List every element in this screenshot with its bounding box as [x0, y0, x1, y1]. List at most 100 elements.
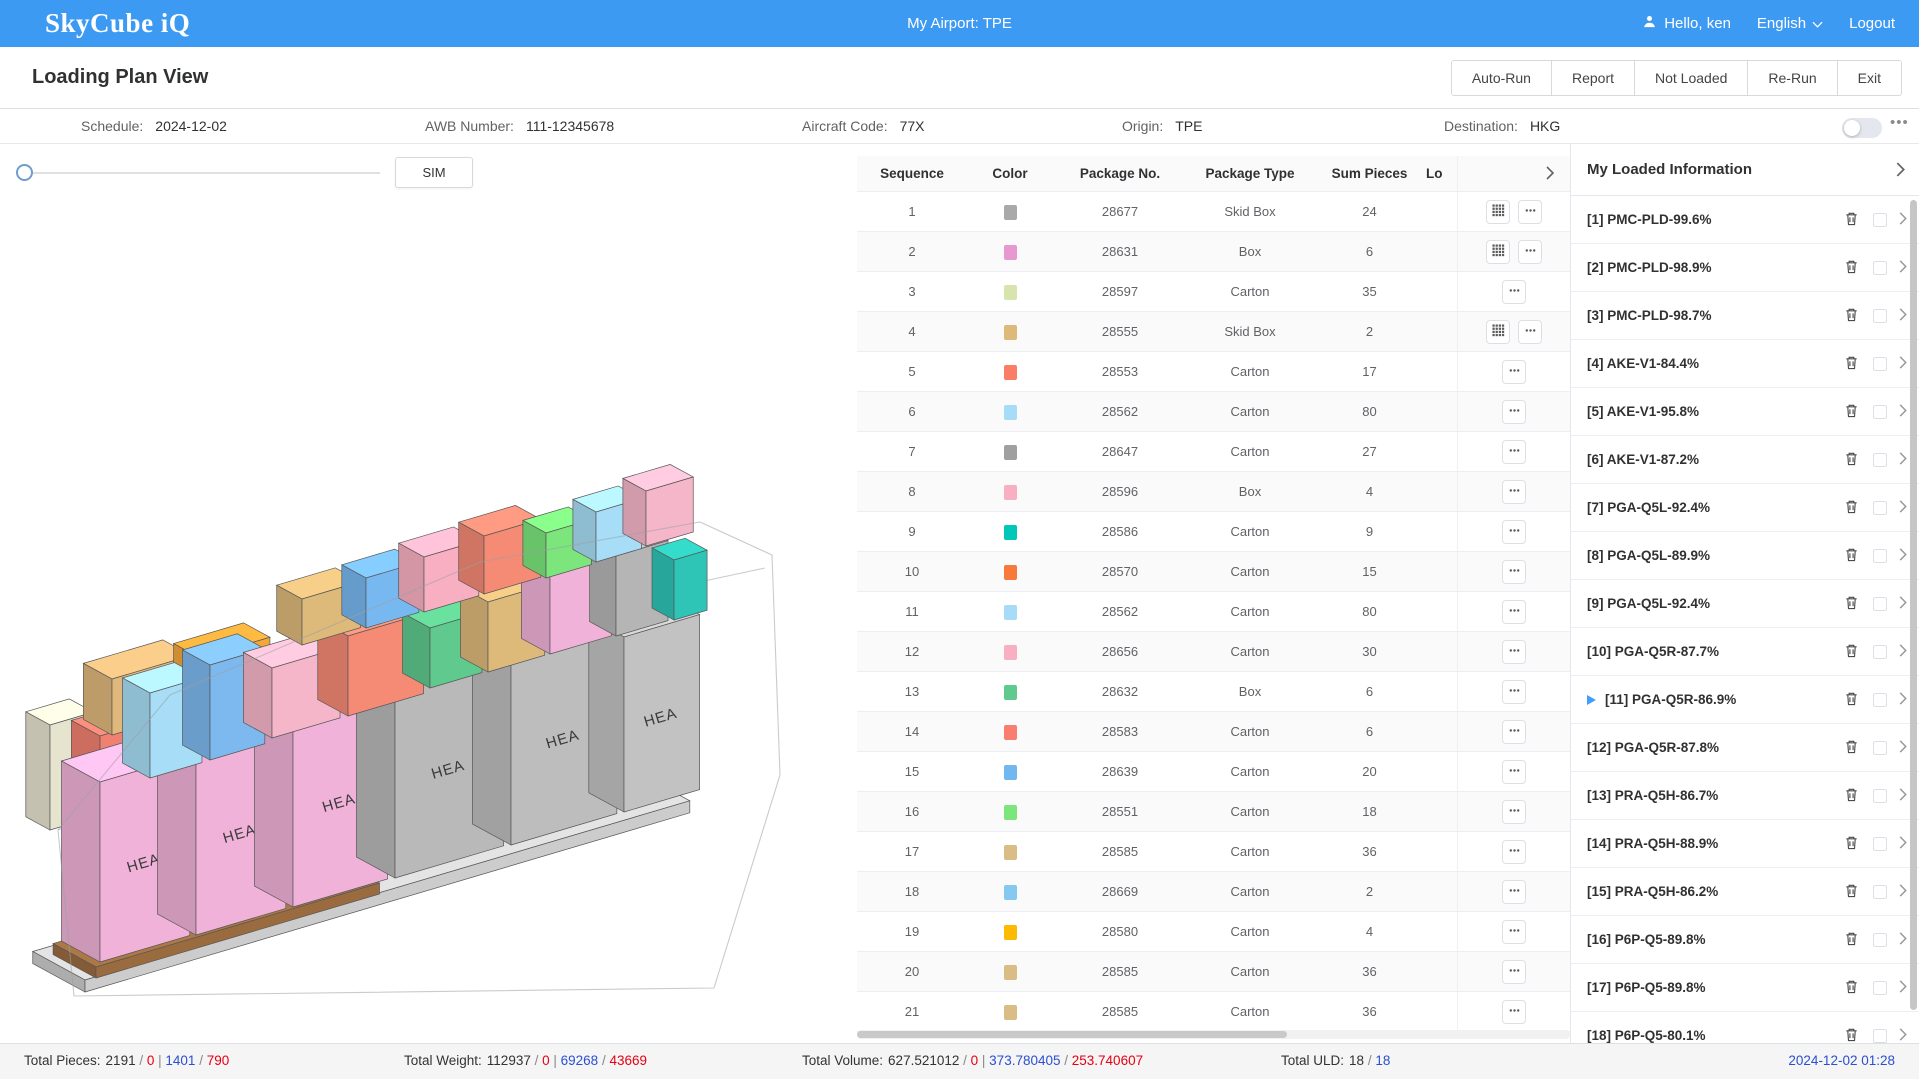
uld-checkbox[interactable]: [1873, 1028, 1887, 1043]
uld-checkbox[interactable]: [1873, 500, 1887, 515]
exit-button[interactable]: Exit: [1836, 60, 1901, 95]
more-options-icon[interactable]: •••: [1890, 114, 1909, 131]
logout-button[interactable]: Logout: [1849, 15, 1895, 32]
layout-grid-button[interactable]: [1486, 319, 1510, 344]
uld-checkbox[interactable]: [1873, 260, 1887, 275]
table-row[interactable]: 16 28551 Carton 18: [857, 792, 1570, 832]
row-more-button[interactable]: [1502, 879, 1526, 904]
delete-uld-button[interactable]: [1844, 691, 1859, 709]
table-row[interactable]: 9 28586 Carton 9: [857, 512, 1570, 552]
uld-detail-button[interactable]: [1899, 547, 1907, 564]
uld-item[interactable]: [14] PRA-Q5H-88.9%: [1571, 820, 1919, 868]
row-more-button[interactable]: [1502, 759, 1526, 784]
delete-uld-button[interactable]: [1844, 451, 1859, 469]
auto-run-button[interactable]: Auto-Run: [1451, 60, 1551, 95]
table-row[interactable]: 19 28580 Carton 4: [857, 912, 1570, 952]
row-more-button[interactable]: [1518, 239, 1542, 264]
uld-item[interactable]: [13] PRA-Q5H-86.7%: [1571, 772, 1919, 820]
uld-item[interactable]: [8] PGA-Q5L-89.9%: [1571, 532, 1919, 580]
uld-item[interactable]: [9] PGA-Q5L-92.4%: [1571, 580, 1919, 628]
layout-grid-button[interactable]: [1486, 239, 1510, 264]
table-row[interactable]: 11 28562 Carton 80: [857, 592, 1570, 632]
uld-detail-button[interactable]: [1899, 835, 1907, 852]
table-row[interactable]: 4 28555 Skid Box 2: [857, 312, 1570, 352]
sim-slider-handle[interactable]: [16, 164, 33, 181]
uld-item[interactable]: [6] AKE-V1-87.2%: [1571, 436, 1919, 484]
delete-uld-button[interactable]: [1844, 547, 1859, 565]
uld-detail-button[interactable]: [1899, 931, 1907, 948]
uld-detail-button[interactable]: [1899, 499, 1907, 516]
uld-detail-button[interactable]: [1899, 259, 1907, 276]
delete-uld-button[interactable]: [1844, 259, 1859, 277]
delete-uld-button[interactable]: [1844, 307, 1859, 325]
uld-item[interactable]: [3] PMC-PLD-98.7%: [1571, 292, 1919, 340]
uld-detail-button[interactable]: [1899, 595, 1907, 612]
uld-checkbox[interactable]: [1873, 356, 1887, 371]
delete-uld-button[interactable]: [1844, 211, 1859, 229]
row-more-button[interactable]: [1502, 359, 1526, 384]
uld-item[interactable]: [4] AKE-V1-84.4%: [1571, 340, 1919, 388]
table-row[interactable]: 10 28570 Carton 15: [857, 552, 1570, 592]
table-row[interactable]: 6 28562 Carton 80: [857, 392, 1570, 432]
report-button[interactable]: Report: [1550, 60, 1634, 95]
uld-detail-button[interactable]: [1899, 787, 1907, 804]
row-more-button[interactable]: [1502, 399, 1526, 424]
uld-checkbox[interactable]: [1873, 884, 1887, 899]
uld-checkbox[interactable]: [1873, 788, 1887, 803]
delete-uld-button[interactable]: [1844, 595, 1859, 613]
language-selector[interactable]: English: [1757, 15, 1823, 32]
row-more-button[interactable]: [1502, 799, 1526, 824]
uld-item[interactable]: [17] P6P-Q5-89.8%: [1571, 964, 1919, 1012]
uld-detail-button[interactable]: [1899, 979, 1907, 996]
row-more-button[interactable]: [1502, 839, 1526, 864]
re-run-button[interactable]: Re-Run: [1747, 60, 1837, 95]
uld-detail-button[interactable]: [1899, 1027, 1907, 1044]
uld-item[interactable]: [7] PGA-Q5L-92.4%: [1571, 484, 1919, 532]
user-menu[interactable]: Hello, ken: [1642, 14, 1731, 33]
uld-detail-button[interactable]: [1899, 355, 1907, 372]
delete-uld-button[interactable]: [1844, 931, 1859, 949]
uld-checkbox[interactable]: [1873, 596, 1887, 611]
delete-uld-button[interactable]: [1844, 835, 1859, 853]
table-row[interactable]: 13 28632 Box 6: [857, 672, 1570, 712]
cargo-box[interactable]: [621, 464, 695, 547]
uld-checkbox[interactable]: [1873, 212, 1887, 227]
uld-checkbox[interactable]: [1873, 404, 1887, 419]
uld-item[interactable]: [16] P6P-Q5-89.8%: [1571, 916, 1919, 964]
uld-item[interactable]: [12] PGA-Q5R-87.8%: [1571, 724, 1919, 772]
row-more-button[interactable]: [1502, 639, 1526, 664]
delete-uld-button[interactable]: [1844, 979, 1859, 997]
table-row[interactable]: 5 28553 Carton 17: [857, 352, 1570, 392]
delete-uld-button[interactable]: [1844, 1027, 1859, 1044]
uld-item[interactable]: [15] PRA-Q5H-86.2%: [1571, 868, 1919, 916]
row-more-button[interactable]: [1502, 999, 1526, 1024]
delete-uld-button[interactable]: [1844, 883, 1859, 901]
table-row[interactable]: 3 28597 Carton 35: [857, 272, 1570, 312]
hscroll-thumb[interactable]: [857, 1031, 1287, 1038]
panel-collapse-button[interactable]: [1896, 162, 1905, 177]
row-more-button[interactable]: [1502, 679, 1526, 704]
row-more-button[interactable]: [1502, 279, 1526, 304]
table-row[interactable]: 2 28631 Box 6: [857, 232, 1570, 272]
cargo-box[interactable]: [651, 537, 708, 621]
row-more-button[interactable]: [1518, 199, 1542, 224]
uld-checkbox[interactable]: [1873, 740, 1887, 755]
uld-detail-button[interactable]: [1899, 643, 1907, 660]
table-row[interactable]: 12 28656 Carton 30: [857, 632, 1570, 672]
delete-uld-button[interactable]: [1844, 499, 1859, 517]
row-more-button[interactable]: [1502, 559, 1526, 584]
table-row[interactable]: 1 28677 Skid Box 24: [857, 192, 1570, 232]
uld-detail-button[interactable]: [1899, 451, 1907, 468]
uld-checkbox[interactable]: [1873, 308, 1887, 323]
uld-checkbox[interactable]: [1873, 932, 1887, 947]
uld-detail-button[interactable]: [1899, 739, 1907, 756]
uld-checkbox[interactable]: [1873, 692, 1887, 707]
row-more-button[interactable]: [1502, 599, 1526, 624]
uld-checkbox[interactable]: [1873, 980, 1887, 995]
table-row[interactable]: 7 28647 Carton 27: [857, 432, 1570, 472]
uld-checkbox[interactable]: [1873, 644, 1887, 659]
row-more-button[interactable]: [1518, 319, 1542, 344]
delete-uld-button[interactable]: [1844, 403, 1859, 421]
row-more-button[interactable]: [1502, 519, 1526, 544]
